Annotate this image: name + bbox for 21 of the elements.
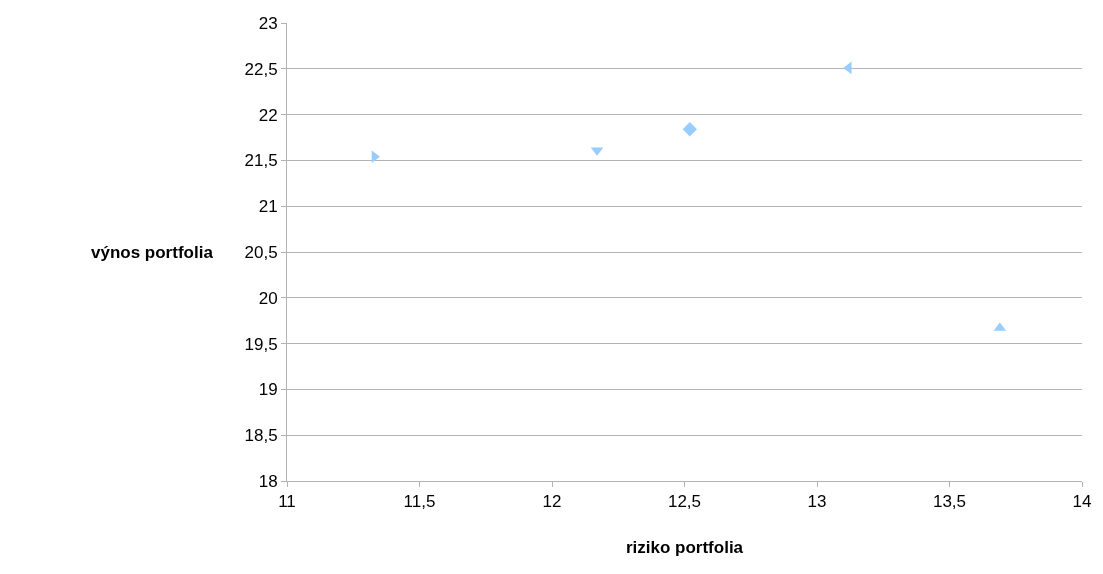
y-tick-label: 19,5	[244, 334, 278, 354]
y-tick-label: 20,5	[244, 242, 278, 262]
x-tick-label: 11,5	[403, 492, 436, 512]
y-tick-label: 19	[258, 380, 278, 400]
point	[682, 122, 697, 137]
y-tick-label: 22,5	[244, 59, 278, 79]
y-axis-title: výnos portfolia	[91, 243, 214, 262]
x-tick-label: 12,5	[667, 492, 702, 512]
y-tick-label: 18	[258, 471, 278, 491]
x-tick-label: 14	[1072, 492, 1092, 512]
x-tick-label: 13,5	[932, 492, 967, 512]
y-tick-label: 23	[258, 13, 278, 33]
x-tick-label: 11	[278, 492, 296, 512]
x-tick-label: 12	[542, 492, 562, 512]
y-tick-label: 18,5	[244, 426, 278, 446]
y-tick-label: 21	[258, 197, 278, 217]
y-tick-label: 21,5	[244, 151, 278, 171]
y-tick-label: 22	[258, 105, 278, 125]
y-tick-label: 20	[258, 288, 278, 308]
x-axis-title: riziko portfolia	[625, 537, 744, 557]
x-tick-label: 13	[807, 492, 827, 512]
